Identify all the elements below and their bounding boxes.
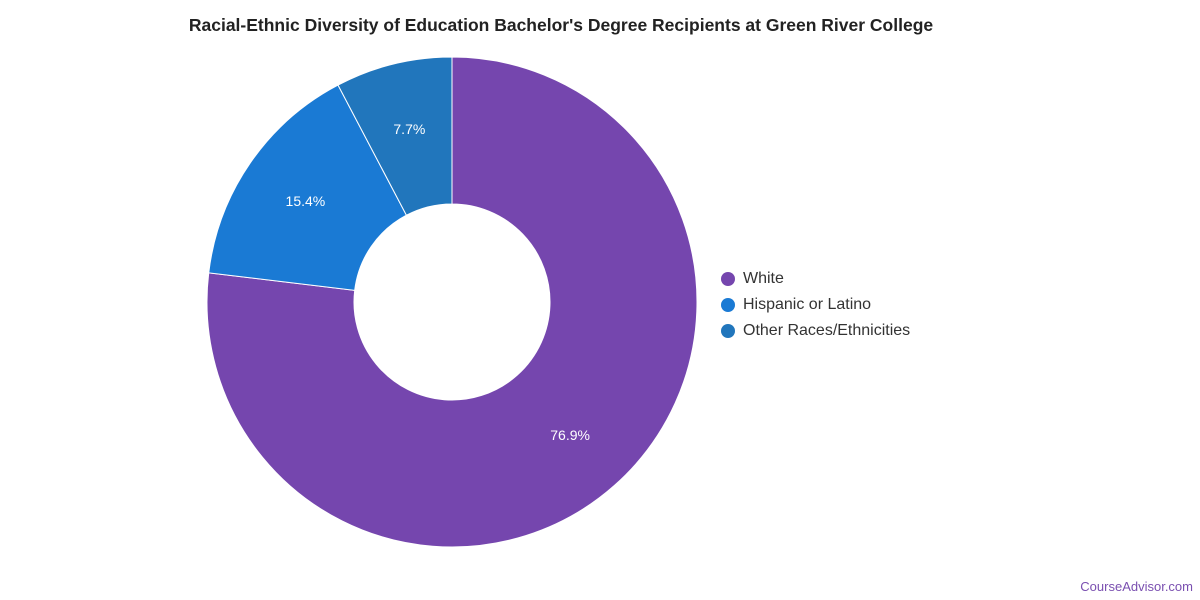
legend-item-hispanic-or-latino[interactable]: Hispanic or Latino	[721, 292, 910, 318]
legend-label: Hispanic or Latino	[743, 296, 872, 313]
legend-label: White	[743, 270, 784, 287]
legend-swatch	[721, 298, 735, 312]
legend-item-other-races-ethnicities[interactable]: Other Races/Ethnicities	[721, 318, 910, 344]
data-label-hispanic-or-latino: 15.4%	[286, 193, 326, 209]
legend-swatch	[721, 324, 735, 338]
data-label-other-races-ethnicities: 7.7%	[393, 121, 425, 137]
chart-title: Racial-Ethnic Diversity of Education Bac…	[188, 15, 934, 35]
chart-legend: White Hispanic or Latino Other Races/Ethni…	[721, 266, 910, 344]
legend-swatch	[721, 272, 735, 286]
data-label-white: 76.9%	[550, 427, 590, 443]
slice-other-races-ethnicities[interactable]	[337, 56, 453, 216]
legend-item-white[interactable]: White	[721, 266, 910, 292]
legend-label: Other Races/Ethnicities	[743, 322, 911, 339]
slice-white[interactable]	[206, 56, 698, 548]
site-credit[interactable]: CourseAdvisor.com	[1080, 579, 1193, 594]
slice-hispanic-or-latino[interactable]	[208, 84, 408, 291]
